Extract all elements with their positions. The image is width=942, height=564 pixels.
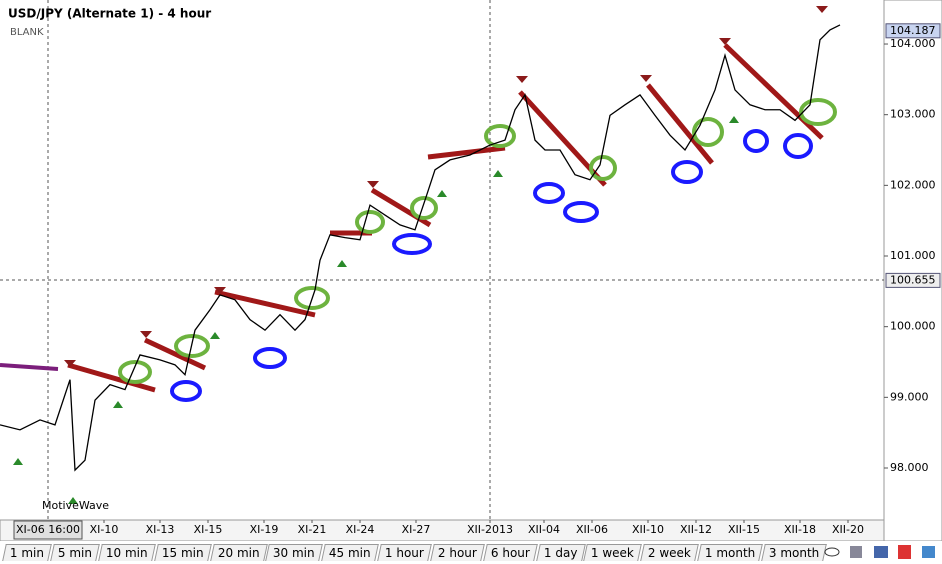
x-tick-label: XII-20 [832,523,864,536]
blue-circles [170,129,813,402]
tab-label: 1 month [704,546,756,560]
tab-label: 10 min [106,546,148,560]
tab-label: 30 min [273,546,315,560]
tab-label: 1 hour [384,546,424,560]
timeframe-tab[interactable]: 3 month [761,544,828,561]
y-tick-label: 103.000 [890,108,936,121]
tab-label: 20 min [217,546,260,560]
price-tag [885,23,941,39]
price-tag [885,272,941,288]
x-tick-label: XII-06 [576,523,608,536]
x-tick-label: XI-21 [298,523,327,536]
timeframe-tabs: 1 min 5 min 10 min 15 min 20 min 30 min 45 min… [0,541,828,564]
timeframe-tab[interactable]: 15 min [154,544,212,561]
price-line [0,24,841,472]
high-markers [64,6,828,367]
watermark: MotiveWave [42,499,109,512]
tab-label: 2 hour [437,546,477,560]
tab-label: 3 month [769,546,820,560]
x-tick-label: XI-10 [90,523,119,536]
timeframe-tab[interactable]: 20 min [209,544,268,561]
tab-label: 1 min [9,546,44,560]
y-tick-label: 100.000 [890,320,936,333]
time-axis [0,519,885,541]
fit-icon[interactable] [874,546,888,558]
chart: USD/JPY (Alternate 1) - 4 hour BLANK Mot… [0,0,942,541]
x-tick-label: XII-04 [528,523,560,536]
tab-label: 1 week [590,546,634,560]
crosshair-label: XI-06 16:00 [16,523,80,536]
green-circles [118,98,837,384]
tab-label: 1 day [543,546,577,560]
tab-label: 6 hour [490,546,530,560]
plot-area [0,0,884,520]
toolbar-icons [824,545,935,559]
tab-label: 5 min [57,546,93,560]
timeframe-tab[interactable]: 2 hour [429,544,485,561]
x-tick-label: XI-19 [250,523,279,536]
trend-line [0,363,59,371]
timeframe-tab[interactable]: 6 hour [482,544,538,561]
timeframe-tab[interactable]: 1 week [583,544,642,561]
tab-label: 15 min [161,546,204,560]
annotations [0,6,837,504]
timeframe-tab[interactable]: 45 min [321,544,379,561]
chart-subtitle: BLANK [10,27,44,38]
chart-title: USD/JPY (Alternate 1) - 4 hour [8,7,211,21]
y-tick-label: 101.000 [890,249,936,262]
timeframe-tab[interactable]: 1 month [697,544,764,561]
timeframe-tab[interactable]: 5 min [50,544,100,561]
zoom-icon[interactable] [922,546,935,558]
view-icon[interactable] [824,547,840,557]
low-markers [13,116,739,504]
x-tick-label: XII-10 [632,523,664,536]
y-tick-label: 102.000 [890,178,936,191]
x-tick-label: XI-13 [146,523,175,536]
x-tick-label: XI-24 [346,523,375,536]
x-tick-label: XII-15 [728,523,760,536]
timeframe-tab[interactable]: 1 min [2,544,52,561]
timeframe-tab[interactable]: 10 min [98,544,156,561]
crosshair-box [13,520,83,540]
y-tick-label: 99.000 [890,390,929,403]
y-tick-label: 104.000 [890,37,936,50]
settings-icon[interactable] [850,546,862,558]
price-tag-label: 104.187 [890,24,936,37]
timeframe-tab[interactable]: 1 hour [376,544,432,561]
x-tick-label: XII-12 [680,523,712,536]
timeframe-tab[interactable]: 30 min [265,544,323,561]
timeframe-tab[interactable]: 2 week [640,544,699,561]
tab-label: 2 week [647,546,691,560]
price-axis [883,0,942,541]
x-tick-label: XI-27 [402,523,431,536]
price-tag-label: 100.655 [890,273,936,286]
timeframe-tab[interactable]: 1 day [535,544,585,561]
y-tick-label: 98.000 [890,461,929,474]
x-tick-label: XII-2013 [467,523,513,536]
calendar-icon[interactable] [898,545,911,559]
x-tick-label: XI-15 [194,523,223,536]
x-tick-label: XII-18 [784,523,816,536]
tab-label: 45 min [328,546,371,560]
